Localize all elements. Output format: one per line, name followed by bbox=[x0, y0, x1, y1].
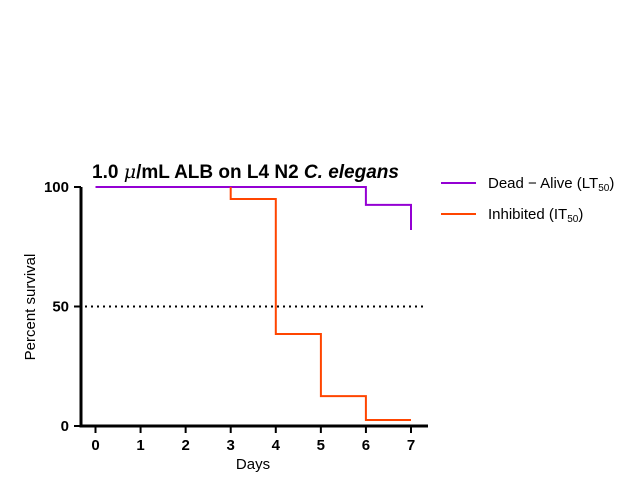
legend-label-1: Inhibited (IT50) bbox=[488, 206, 583, 225]
chart-title-mu: μ bbox=[124, 161, 136, 183]
chart-title-middle: /mL ALB on L4 N2 bbox=[136, 162, 304, 183]
x-tick-label-0: 0 bbox=[91, 437, 99, 454]
legend-label-close-1: ) bbox=[578, 206, 583, 223]
series-layer bbox=[95, 186, 412, 421]
series-line-0 bbox=[95, 186, 412, 230]
x-tick-label-4: 4 bbox=[272, 437, 281, 454]
chart-title-species: C. elegans bbox=[304, 162, 399, 183]
x-tick-label-6: 6 bbox=[362, 437, 370, 454]
legend-label-0: Dead − Alive (LT50) bbox=[488, 175, 614, 194]
x-axis-title: Days bbox=[236, 456, 270, 473]
legend-label-close-0: ) bbox=[609, 175, 614, 192]
x-tick-label-3: 3 bbox=[227, 437, 235, 454]
x-tick-label-5: 5 bbox=[317, 437, 325, 454]
chart-title: 1.0 μ/mL ALB on L4 N2 C. elegans bbox=[92, 161, 399, 183]
series-line-1 bbox=[229, 187, 411, 421]
legend-label-sub-1: 50 bbox=[567, 214, 579, 225]
legend-label-main-1: Inhibited (IT bbox=[488, 206, 567, 223]
chart-title-prefix: 1.0 bbox=[92, 162, 124, 183]
axes: 0 1 2 3 4 5 6 7 0 50 100 bbox=[44, 179, 428, 454]
y-tick-label-0: 0 bbox=[61, 418, 69, 435]
legend: Dead − Alive (LT50)Inhibited (IT50) bbox=[441, 175, 614, 225]
x-tick-label-1: 1 bbox=[136, 437, 144, 454]
y-tick-label-1: 50 bbox=[52, 299, 69, 316]
x-tick-label-7: 7 bbox=[407, 437, 415, 454]
legend-label-main-0: Dead − Alive (LT bbox=[488, 175, 598, 192]
x-tick-label-2: 2 bbox=[181, 437, 189, 454]
legend-label-sub-0: 50 bbox=[598, 183, 610, 194]
y-axis-title: Percent survival bbox=[22, 254, 39, 361]
y-tick-label-2: 100 bbox=[44, 179, 69, 196]
